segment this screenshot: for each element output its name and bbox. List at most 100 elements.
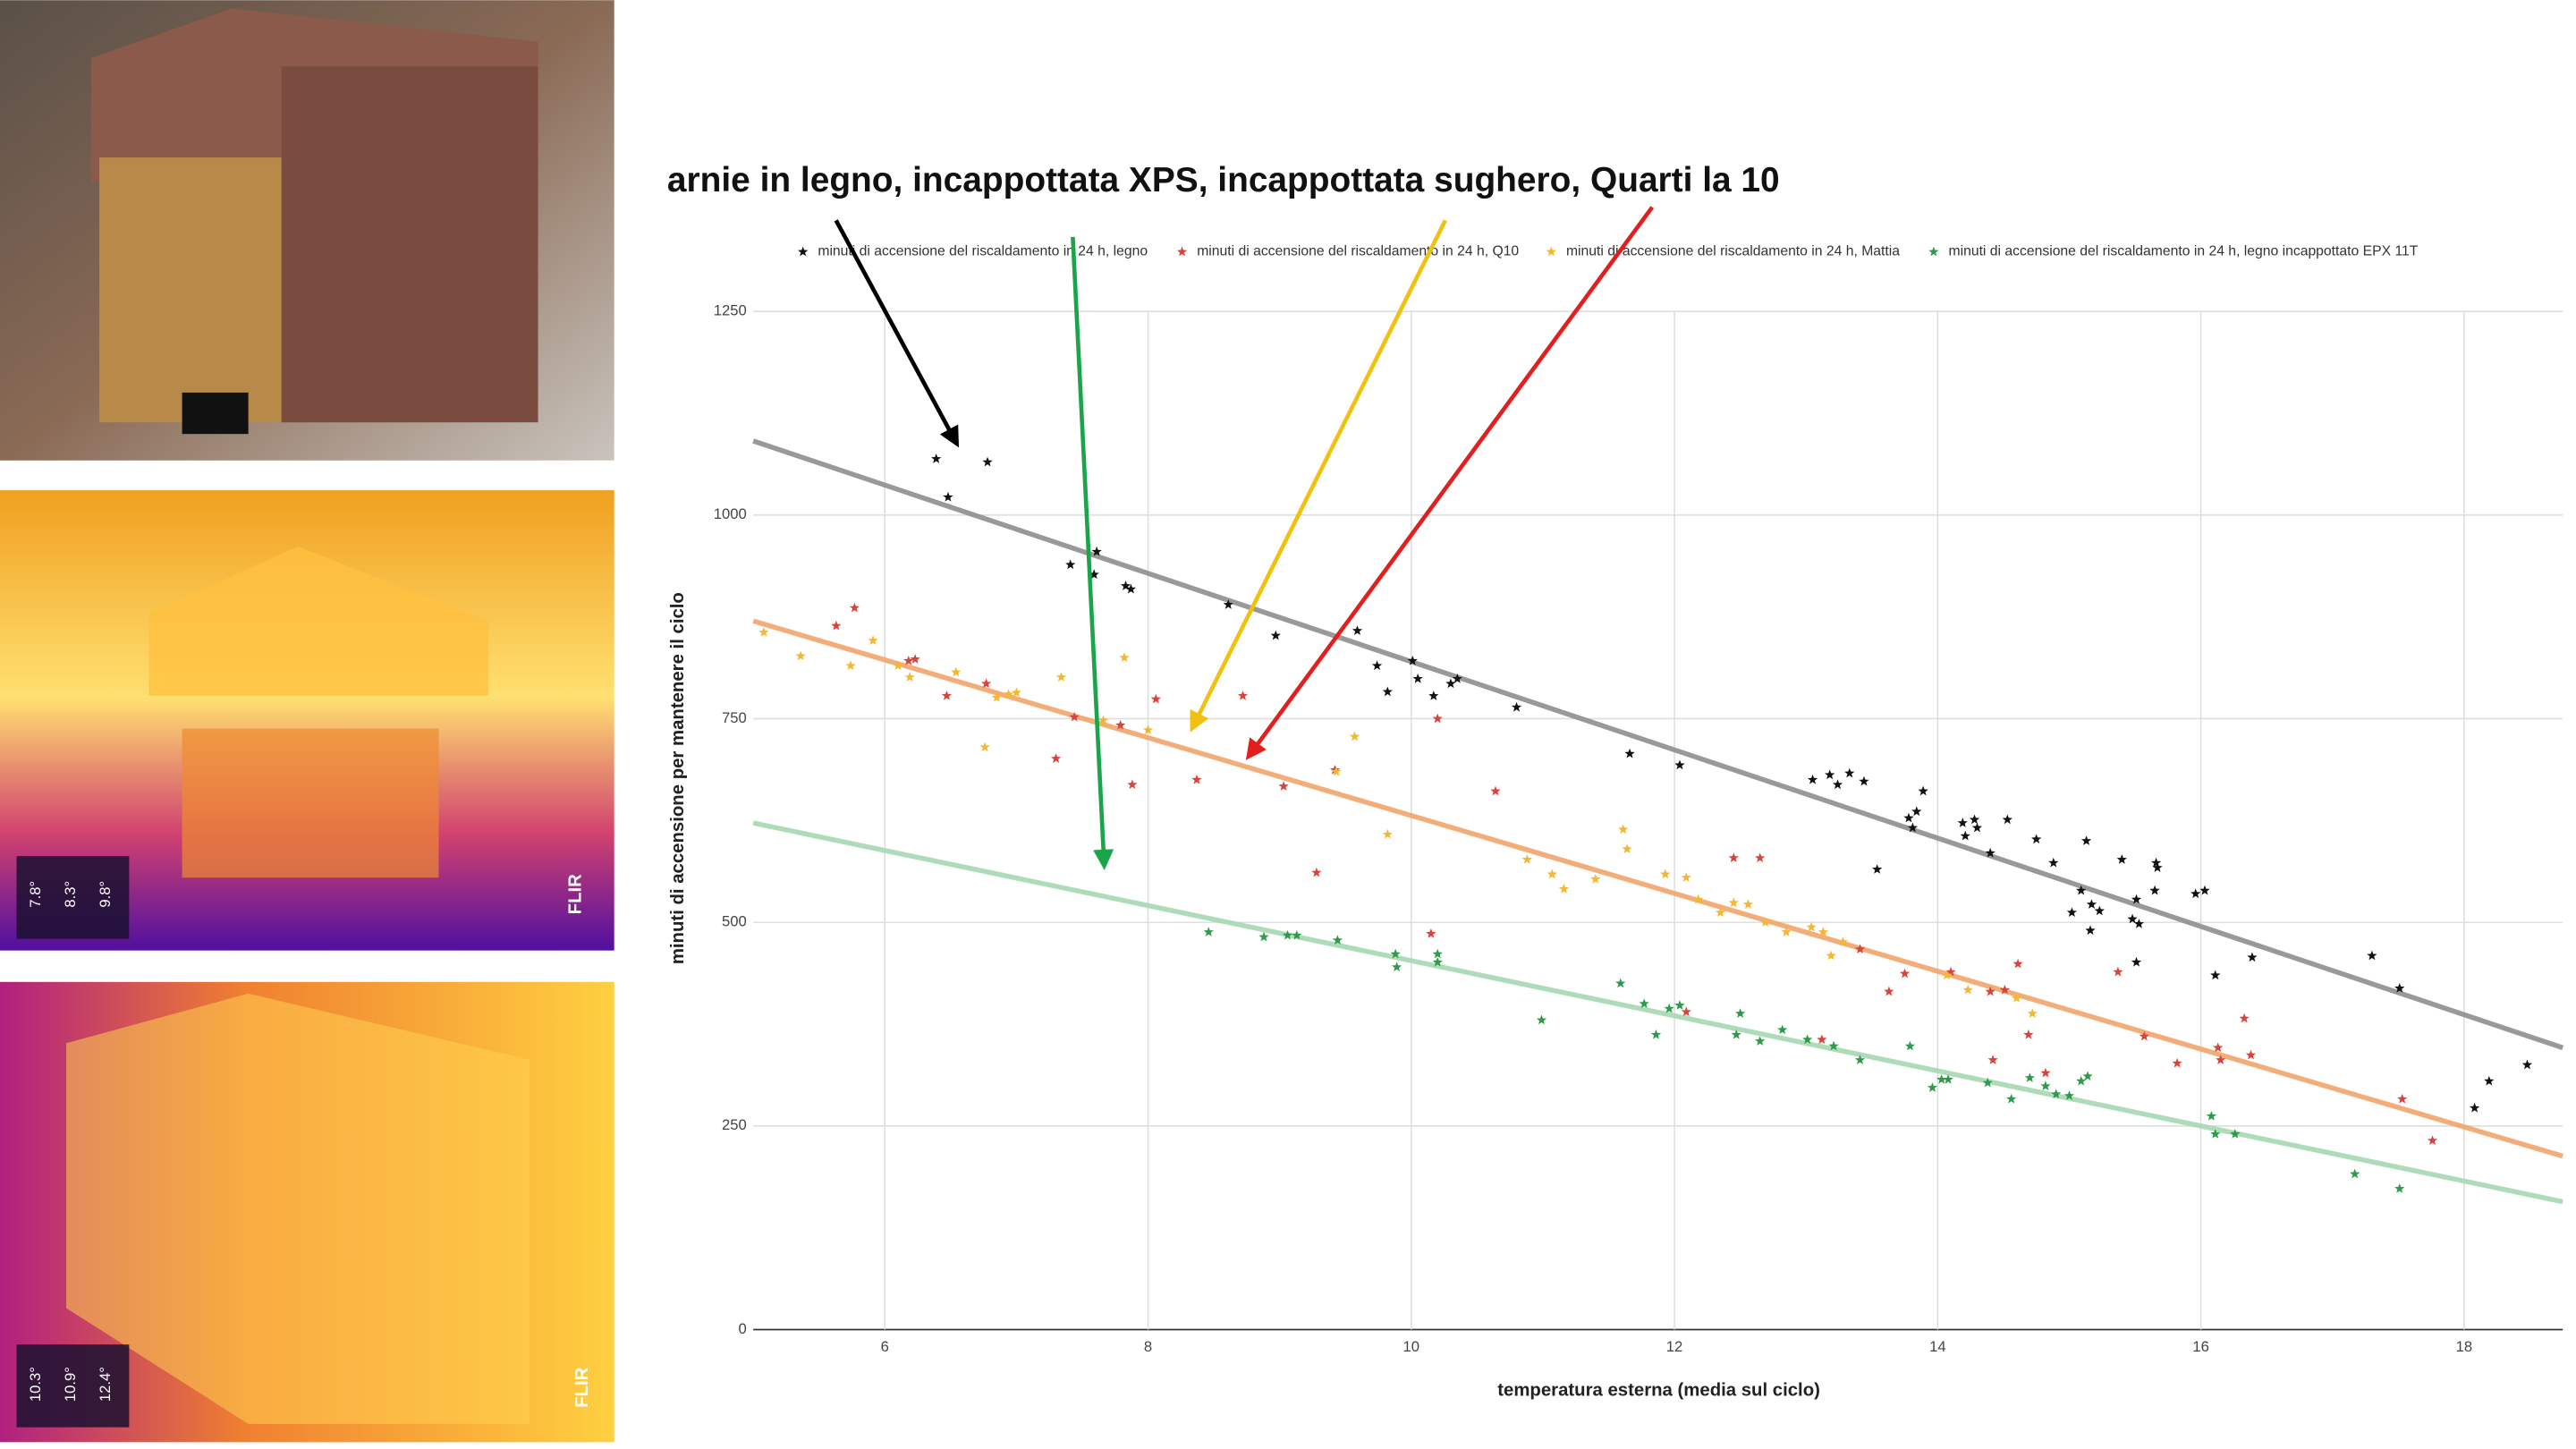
scatter-point — [1590, 873, 1601, 884]
scatter-point — [1432, 713, 1443, 724]
scatter-point — [1119, 652, 1130, 663]
scatter-point — [2031, 834, 2042, 844]
scatter-point — [943, 491, 953, 502]
scatter-point — [1150, 693, 1162, 704]
temperature-reading: 12.4° — [97, 1367, 114, 1402]
flir-logo: FLIR — [565, 874, 585, 915]
scatter-point — [1936, 1074, 1947, 1084]
scatter-point — [1282, 929, 1293, 940]
scatter-point — [1899, 968, 1911, 979]
scatter-point — [831, 620, 842, 631]
temperature-reading: 8.3° — [62, 881, 79, 908]
scatter-point — [1985, 847, 1996, 858]
scatter-point — [1960, 830, 1970, 841]
scatter-point — [1536, 1014, 1547, 1025]
scatter-point — [2127, 913, 2138, 924]
scatter-point — [1127, 779, 1138, 790]
scatter-point — [2131, 894, 2142, 904]
scatter-point — [2230, 1129, 2241, 1139]
scatter-point — [1807, 774, 1818, 784]
scatter-point — [1097, 715, 1109, 725]
scatter-point — [2210, 970, 2221, 980]
scatter-point — [1903, 812, 1914, 823]
scatter-point — [2397, 1093, 2408, 1104]
y-tick-label: 250 — [722, 1116, 747, 1133]
scatter-point — [2367, 950, 2377, 961]
y-axis-label: minuti di accensione per mantenere il ci… — [668, 592, 688, 964]
scatter-point — [1329, 764, 1341, 775]
scatter-point — [1945, 966, 1956, 977]
scatter-point — [2245, 1049, 2257, 1060]
scatter-point — [2427, 1135, 2438, 1146]
scatter-point — [1832, 779, 1843, 790]
legend-label: minuti di accensione del riscaldamento i… — [818, 244, 1148, 259]
scatter-point — [2113, 966, 2123, 977]
scatter-point — [2094, 905, 2105, 916]
scatter-point — [2006, 1093, 2017, 1104]
scatter-point — [1987, 1055, 1998, 1064]
scatter-point — [1382, 686, 1393, 697]
x-axis-label: temperatura esterna (media sul ciclo) — [1497, 1380, 1820, 1400]
scatter-point — [2048, 857, 2059, 868]
x-tick-label: 16 — [2192, 1338, 2209, 1355]
scatter-point — [991, 691, 1002, 702]
scatter-point — [2521, 1059, 2533, 1070]
scatter-point — [1728, 897, 1739, 908]
scatter-point — [1681, 872, 1691, 882]
scatter-point — [1755, 852, 1766, 863]
scatter-point — [2152, 862, 2163, 872]
scatter-point — [2394, 1183, 2405, 1193]
scatter-point — [2213, 1042, 2224, 1053]
scatter-point — [1884, 986, 1894, 996]
scatter-point — [2116, 854, 2127, 864]
scatter-point — [1270, 630, 1281, 640]
scatter-point — [1962, 984, 1973, 995]
trendline — [752, 820, 2563, 1205]
scatter-point — [1927, 1082, 1938, 1092]
scatter-point — [1332, 935, 1343, 945]
scatter-point — [1854, 944, 1866, 954]
scatter-point — [1777, 1024, 1788, 1035]
scatter-point — [893, 660, 903, 671]
x-tick-label: 14 — [1929, 1338, 1946, 1355]
scatter-point — [1755, 1036, 1766, 1046]
legend-label: minuti di accensione del riscaldamento i… — [1949, 244, 2419, 259]
scatter-point — [2484, 1075, 2495, 1086]
scatter-point — [1115, 719, 1126, 730]
photo-thermal-2: FLIR 10.3° 10.9° 12.4° — [0, 981, 614, 1443]
scatter-point — [1781, 927, 1792, 936]
scatter-point — [1828, 1040, 1839, 1051]
scatter-point — [2172, 1057, 2182, 1068]
scatter-point — [2080, 835, 2092, 845]
scatter-point — [1943, 1074, 1953, 1084]
scatter-point — [1331, 766, 1342, 776]
scatter-point — [2076, 1075, 2087, 1086]
scatter-point — [2027, 1008, 2038, 1018]
scatter-point — [1674, 1000, 1685, 1010]
scatter-point — [1872, 864, 1883, 874]
scatter-point — [2076, 885, 2087, 895]
scatter-point — [2469, 1102, 2480, 1113]
temperature-reading: 10.3° — [27, 1367, 44, 1402]
scatter-point — [758, 627, 769, 637]
scatter-point — [1311, 867, 1322, 877]
scatter-point — [1969, 814, 1980, 825]
trendline — [752, 618, 2563, 1159]
scatter-point — [1660, 869, 1671, 879]
scatter-point — [979, 741, 990, 752]
scatter-point — [1650, 1029, 1662, 1039]
flir-logo: FLIR — [572, 1367, 592, 1408]
scatter-point — [1558, 883, 1570, 894]
scatter-point — [1911, 806, 1922, 817]
y-tick-label: 750 — [722, 709, 747, 726]
scatter-point — [980, 678, 992, 689]
scatter-point — [1624, 748, 1635, 758]
scatter-point — [1999, 984, 2010, 995]
scatter-point — [1615, 978, 1626, 988]
scatter-point — [1904, 1040, 1916, 1051]
scatter-point — [1490, 785, 1501, 796]
scatter-point — [1292, 929, 1302, 940]
scatter-point — [1521, 854, 1532, 864]
